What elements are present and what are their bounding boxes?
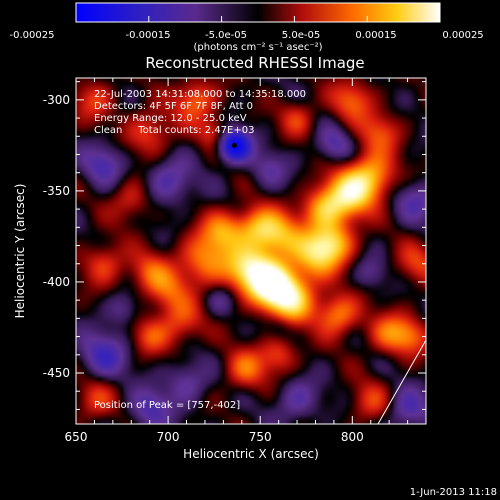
info-line-counts: Clean Total counts: 2.47E+03 [94,125,254,136]
axes: 650 700 750 800 -300 -350 -400 -450 [43,78,427,444]
y-tick-label: -350 [43,184,70,198]
y-tick-label: -300 [43,93,70,107]
colorbar-tick-label: 0.00025 [442,30,483,41]
peak-position-text: Position of Peak = [757,-402] [94,400,240,411]
plot-frame [75,77,427,425]
colorbar-ticks [75,16,441,22]
x-tick-label: 650 [65,430,88,444]
x-axis-label: Heliocentric X (arcsec) [183,447,319,461]
colorbar-tick-label: 0.00015 [355,30,396,41]
y-axis-label: Heliocentric Y (arcsec) [13,184,27,319]
info-line-detectors: Detectors: 4F 5F 6F 7F 8F, Att 0 [94,101,253,112]
chart-title: Reconstructed RHESSI Image [145,54,364,72]
x-tick-label: 750 [249,430,272,444]
colorbar-tick-label: -0.00025 [10,30,55,41]
colorbar-unit-label: (photons cm⁻² s⁻¹ asec⁻²) [193,42,322,53]
x-tick-label: 800 [341,430,364,444]
info-line-energy: Energy Range: 12.0 - 25.0 keV [94,113,247,124]
colorbar-tick-label: -0.00015 [126,30,171,41]
y-tick-label: -400 [43,275,70,289]
colorbar-tick-label: -5.0e-05 [205,30,247,41]
colorbar-tick-label: 5.0e-05 [282,30,320,41]
y-tick-label: -450 [43,366,70,380]
white-streak [377,339,426,424]
x-tick-label: 700 [157,430,180,444]
footer-date: 1-Jun-2013 11:18 [410,487,497,498]
minimum-marker [231,142,237,148]
colorbar [75,2,441,23]
heatmap [76,78,426,424]
info-line-time: 22-Jul-2003 14:31:08.000 to 14:35:18.000 [94,89,306,100]
